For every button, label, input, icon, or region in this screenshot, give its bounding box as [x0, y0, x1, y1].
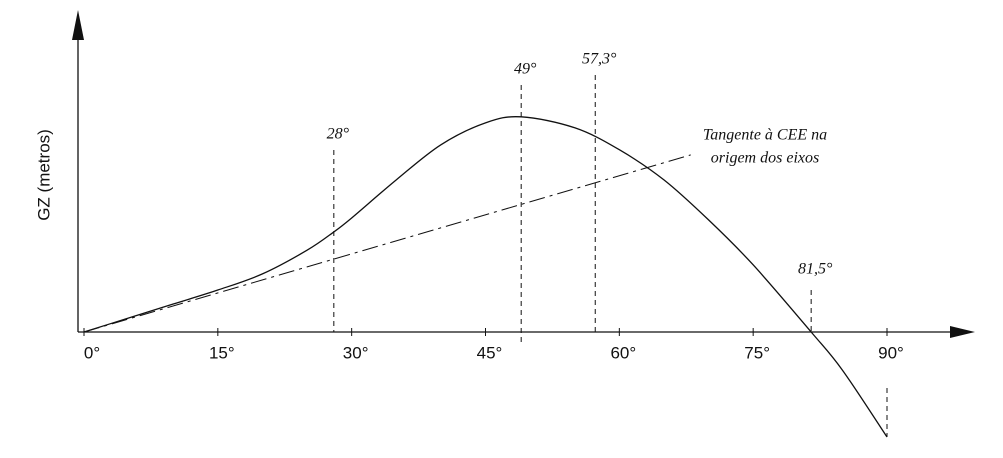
- x-tick-label: 15°: [209, 343, 235, 362]
- y-arrow: [72, 10, 84, 40]
- tangent-label: origem dos eixos: [711, 150, 819, 167]
- annotation-label: 49°: [514, 61, 537, 78]
- annotation-label: 28°: [327, 126, 350, 143]
- x-tick-label: 30°: [343, 343, 369, 362]
- x-tick-label: 45°: [477, 343, 503, 362]
- x-arrow: [950, 326, 975, 338]
- x-tick-label: 60°: [610, 343, 636, 362]
- tangent-line: [83, 154, 691, 333]
- x-tick-label: 90°: [878, 343, 904, 362]
- y-label: GZ (metros): [34, 129, 53, 221]
- tangent-label: Tangente à CEE na: [703, 127, 827, 144]
- annotation-label: 81,5°: [798, 261, 833, 278]
- axes: [77, 35, 950, 333]
- x-tick-label: 0°: [84, 343, 100, 362]
- annotation-label: 57,3°: [582, 51, 617, 68]
- gz-curve: [83, 116, 888, 438]
- x-tick-label: 75°: [744, 343, 770, 362]
